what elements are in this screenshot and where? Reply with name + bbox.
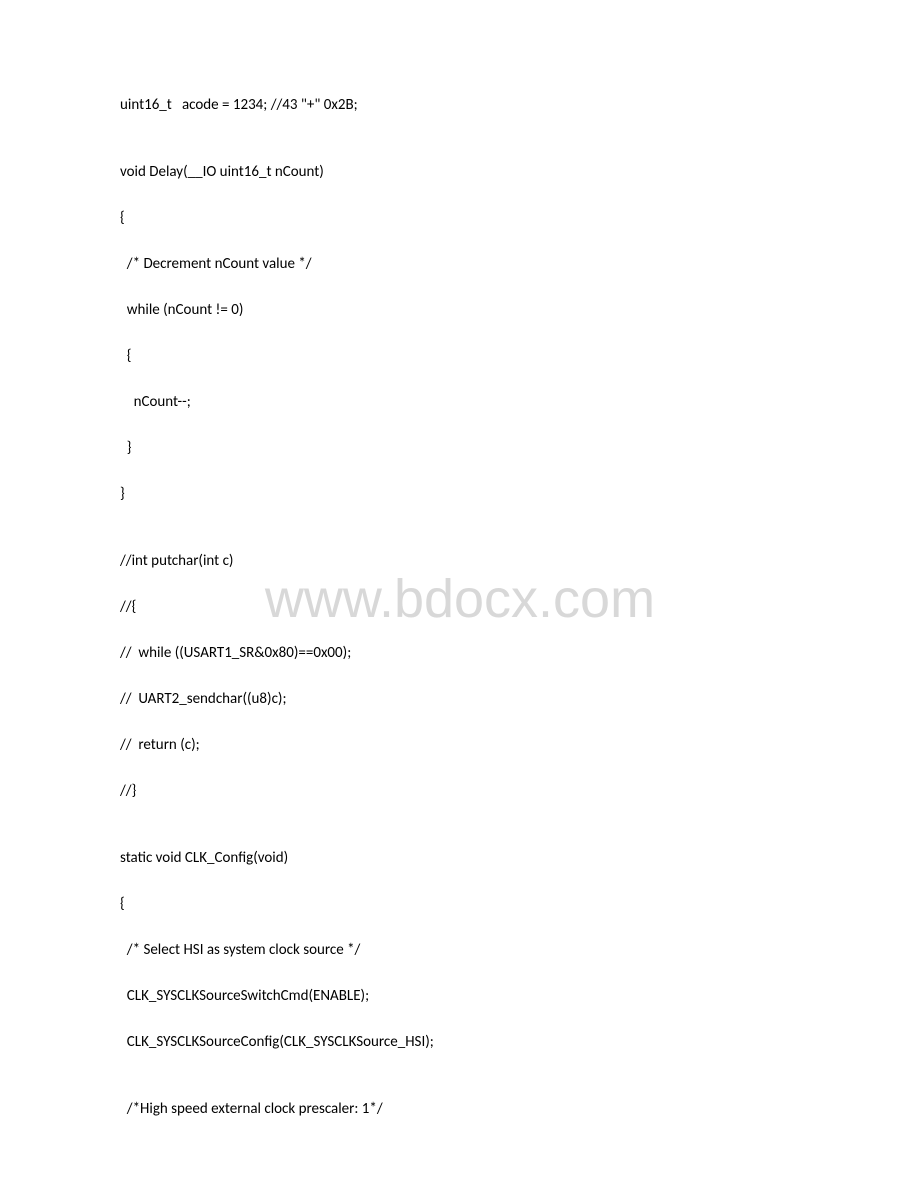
code-line: /* Select HSI as system clock source */ xyxy=(120,940,800,961)
blank-line xyxy=(120,417,800,438)
code-line xyxy=(120,1057,800,1099)
code-line: while (nCount != 0) xyxy=(120,300,800,321)
code-line xyxy=(120,806,800,848)
code-line: nCount--; xyxy=(120,392,800,413)
code-line xyxy=(120,120,800,162)
code-line: } xyxy=(120,438,800,459)
blank-line xyxy=(120,576,800,597)
code-line: uint16_t acode = 1234; //43 "+" 0x2B; xyxy=(120,95,800,116)
code-line: /* Decrement nCount value */ xyxy=(120,254,800,275)
blank-line xyxy=(120,279,800,300)
code-line xyxy=(120,509,800,551)
code-line: CLK_SYSCLKSourceConfig(CLK_SYSCLKSource_… xyxy=(120,1032,800,1053)
blank-line xyxy=(120,919,800,940)
blank-line xyxy=(120,233,800,254)
code-line: CLK_SYSCLKSourceSwitchCmd(ENABLE); xyxy=(120,986,800,1007)
code-line: { xyxy=(120,208,800,229)
blank-line xyxy=(120,463,800,484)
code-content: uint16_t acode = 1234; //43 "+" 0x2B; voi… xyxy=(120,95,800,1120)
code-line: { xyxy=(120,894,800,915)
code-line: } xyxy=(120,484,800,505)
code-line: static void CLK_Config(void) xyxy=(120,848,800,869)
code-line: //} xyxy=(120,781,800,802)
blank-line xyxy=(120,873,800,894)
blank-line xyxy=(120,714,800,735)
code-line: //int putchar(int c) xyxy=(120,551,800,572)
code-line: //{ xyxy=(120,597,800,618)
blank-line xyxy=(120,325,800,346)
blank-line xyxy=(120,668,800,689)
code-line: { xyxy=(120,346,800,367)
blank-line xyxy=(120,760,800,781)
code-line: /*High speed external clock prescaler: 1… xyxy=(120,1099,800,1120)
code-line: void Delay(__IO uint16_t nCount) xyxy=(120,162,800,183)
code-line: // while ((USART1_SR&0x80)==0x00); xyxy=(120,643,800,664)
code-line: // return (c); xyxy=(120,735,800,756)
blank-line xyxy=(120,622,800,643)
blank-line xyxy=(120,1011,800,1032)
blank-line xyxy=(120,371,800,392)
blank-line xyxy=(120,965,800,986)
blank-line xyxy=(120,187,800,208)
code-line: // UART2_sendchar((u8)c); xyxy=(120,689,800,710)
